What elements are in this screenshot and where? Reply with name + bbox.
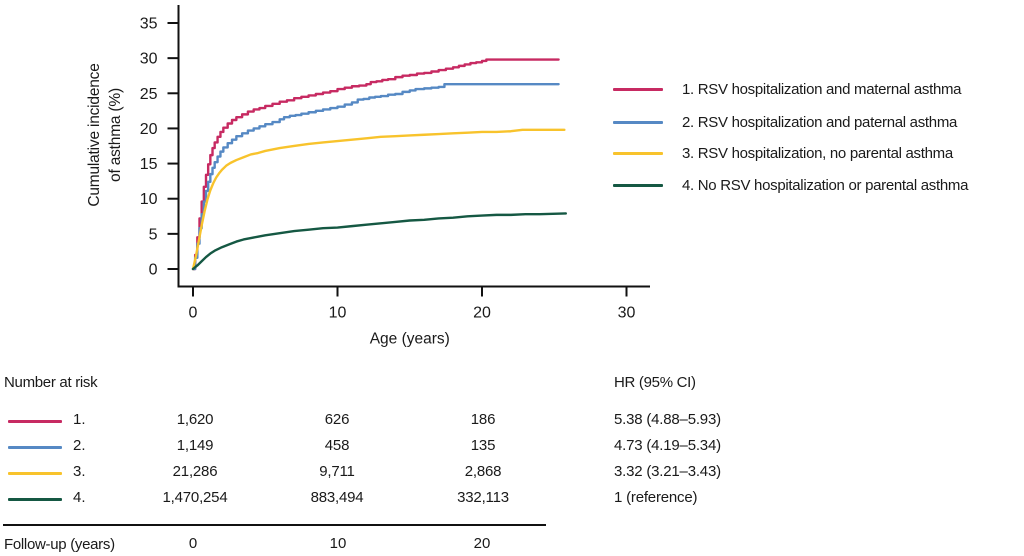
- risk-row-label: 3.: [73, 463, 86, 480]
- risk-swatch-4: [8, 498, 62, 501]
- followup-tick: 10: [329, 535, 347, 552]
- x-axis-title: Age (years): [370, 331, 450, 348]
- y-axis-title: Cumulative incidence of asthma (%): [84, 0, 128, 285]
- risk-row-3: 3. 21,286 9,711 2,868 3.32 (3.21–3.43): [0, 462, 1024, 484]
- x-tick-label: 20: [473, 305, 491, 322]
- risk-row-label: 1.: [73, 411, 86, 428]
- followup-tick: 20: [473, 535, 491, 552]
- hr-value: 4.73 (4.19–5.34): [614, 437, 721, 454]
- legend-swatch-1: [613, 87, 663, 91]
- y-tick-label: 0: [149, 262, 158, 279]
- risk-row-4: 4. 1,470,254 883,494 332,113 1 (referenc…: [0, 488, 1024, 510]
- hr-value: 1 (reference): [614, 489, 698, 506]
- hr-value: 5.38 (4.88–5.93): [614, 411, 721, 428]
- curve-1: [191, 58, 560, 271]
- risk-value: 186: [470, 411, 496, 428]
- risk-value: 2,868: [464, 463, 502, 480]
- table-divider-line: [3, 524, 546, 526]
- y-tick-label: 20: [140, 121, 158, 138]
- risk-value: 1,620: [176, 411, 214, 428]
- x-tick-label: 30: [618, 305, 636, 322]
- legend-item-4: 4. No RSV hospitalization or parental as…: [613, 175, 968, 195]
- legend-swatch-3: [613, 151, 663, 155]
- risk-value: 458: [324, 437, 350, 454]
- risk-row-1: 1. 1,620 626 186 5.38 (4.88–5.93): [0, 410, 1024, 432]
- risk-row-label: 2.: [73, 437, 86, 454]
- x-tick-label: 0: [189, 305, 198, 322]
- legend-item-3: 3. RSV hospitalization, no parental asth…: [613, 143, 953, 163]
- legend-swatch-4: [613, 183, 663, 187]
- curve-2: [191, 82, 560, 271]
- risk-value: 9,711: [319, 463, 355, 480]
- curve-3: [191, 128, 566, 271]
- y-tick-label: 35: [140, 15, 158, 32]
- legend-item-1: 1. RSV hospitalization and maternal asth…: [613, 79, 962, 99]
- risk-value: 1,149: [176, 437, 214, 454]
- risk-value: 1,470,254: [162, 489, 228, 506]
- risk-swatch-3: [8, 472, 62, 475]
- incidence-plot: 0 5 10 15 20 25 30 35 0 10 20 30 Age (years): [140, 5, 650, 348]
- legend-label-3: 3. RSV hospitalization, no parental asth…: [682, 144, 953, 162]
- y-tick-label: 10: [140, 191, 158, 208]
- followup-axis-label: Follow-up (years): [4, 536, 115, 553]
- curve-4: [191, 212, 568, 271]
- risk-value: 883,494: [310, 489, 364, 506]
- legend-label-2: 2. RSV hospitalization and paternal asth…: [682, 113, 958, 131]
- hr-value: 3.32 (3.21–3.43): [614, 463, 721, 480]
- risk-row-label: 4.: [73, 489, 86, 506]
- y-tick-label: 5: [149, 226, 158, 243]
- risk-swatch-2: [8, 446, 62, 449]
- y-axis-title-line1: Cumulative incidence: [86, 63, 103, 207]
- y-tick-label: 15: [140, 156, 158, 173]
- risk-swatch-1: [8, 420, 62, 423]
- legend-label-1: 1. RSV hospitalization and maternal asth…: [682, 80, 962, 98]
- number-at-risk-header: Number at risk: [4, 374, 98, 391]
- followup-tick: 0: [188, 535, 198, 552]
- hr-header: HR (95% CI): [614, 374, 696, 391]
- legend-label-4: 4. No RSV hospitalization or parental as…: [682, 176, 969, 194]
- risk-value: 135: [470, 437, 496, 454]
- risk-row-2: 2. 1,149 458 135 4.73 (4.19–5.34): [0, 436, 1024, 458]
- y-axis-title-line2: of asthma (%): [107, 88, 124, 182]
- y-tick-label: 25: [140, 86, 158, 103]
- risk-value: 21,286: [172, 463, 218, 480]
- x-tick-label: 10: [329, 305, 347, 322]
- y-tick-label: 30: [140, 51, 158, 68]
- legend-item-2: 2. RSV hospitalization and paternal asth…: [613, 112, 957, 132]
- risk-value: 626: [324, 411, 350, 428]
- risk-value: 332,113: [457, 489, 509, 506]
- legend-swatch-2: [613, 120, 663, 124]
